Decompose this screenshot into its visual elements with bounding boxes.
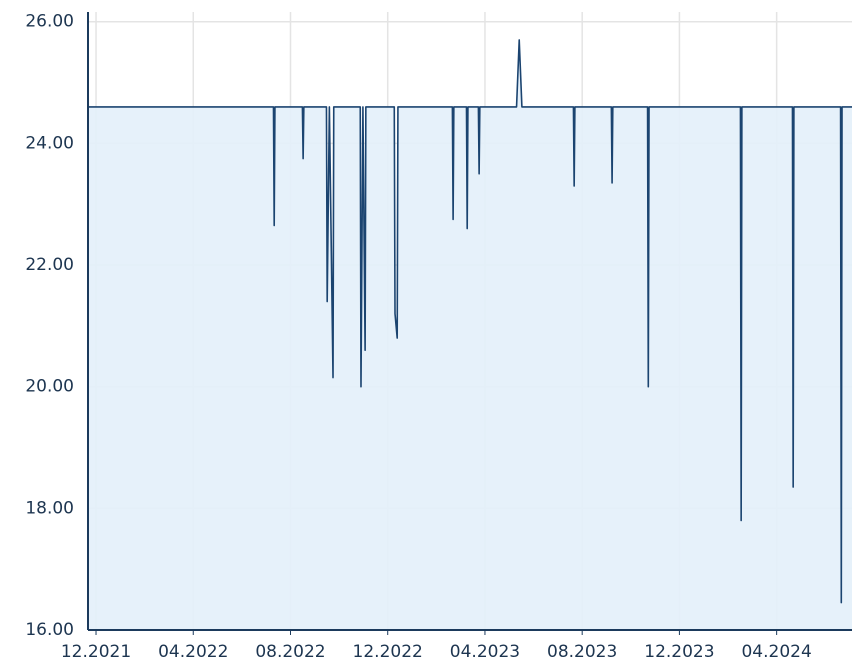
y-tick-label: 18.00 (25, 498, 74, 518)
y-tick-label: 26.00 (25, 12, 74, 32)
x-tick-label: 08.2022 (255, 642, 325, 662)
x-tick-label: 04.2022 (158, 642, 228, 662)
x-tick-label: 04.2023 (450, 642, 520, 662)
line (87, 18, 852, 604)
y-tick-label: 22.00 (25, 255, 74, 275)
y-tick-label: 20.00 (25, 377, 74, 397)
x-tick-label: 12.2023 (644, 642, 714, 662)
area-fill (88, 18, 852, 630)
x-tick-label: 04.2024 (741, 642, 811, 662)
x-tick-label: 08.2023 (547, 642, 617, 662)
x-tick-label: 12.2022 (353, 642, 423, 662)
x-tick-label: 12.2021 (61, 642, 131, 662)
y-tick-label: 16.00 (25, 620, 74, 640)
y-tick-label: 24.00 (25, 133, 74, 153)
